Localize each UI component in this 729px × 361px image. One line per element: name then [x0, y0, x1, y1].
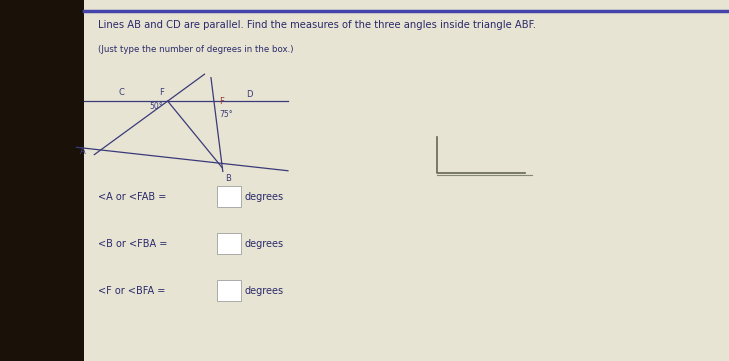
Text: <A or <FAB =: <A or <FAB =	[98, 192, 167, 202]
Text: 50°: 50°	[149, 102, 163, 111]
Text: 75°: 75°	[219, 110, 233, 119]
Text: <B or <FBA =: <B or <FBA =	[98, 239, 168, 249]
Text: B: B	[225, 174, 231, 183]
Text: (Just type the number of degrees in the box.): (Just type the number of degrees in the …	[98, 45, 294, 54]
Bar	[84, 0, 729, 361]
Text: degrees: degrees	[245, 192, 284, 202]
FancyBboxPatch shape	[217, 233, 241, 254]
FancyBboxPatch shape	[217, 280, 241, 301]
Text: Lines AB and CD are parallel. Find the measures of the three angles inside trian: Lines AB and CD are parallel. Find the m…	[98, 20, 537, 30]
FancyBboxPatch shape	[217, 186, 241, 207]
Text: degrees: degrees	[245, 239, 284, 249]
Text: F: F	[219, 97, 225, 106]
Text: degrees: degrees	[245, 286, 284, 296]
Text: <F or <BFA =: <F or <BFA =	[98, 286, 165, 296]
Text: F: F	[159, 88, 164, 97]
Text: D: D	[246, 90, 253, 99]
Bar	[0, 0, 84, 361]
Text: A: A	[79, 147, 85, 156]
Text: C: C	[118, 88, 124, 97]
